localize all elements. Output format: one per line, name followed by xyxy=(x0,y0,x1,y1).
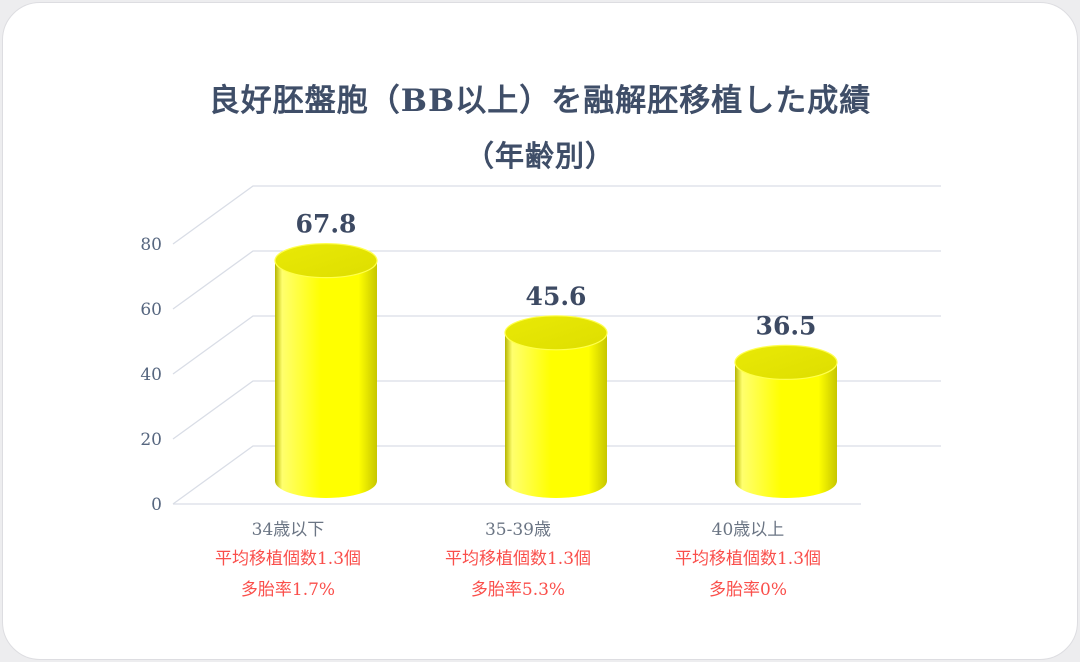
bar-value-label: 45.6 xyxy=(526,282,587,311)
annotation-multiple-rate: 多胎率1.7% xyxy=(241,580,335,600)
bar-cylinder xyxy=(734,344,838,498)
cylinder-top-cap xyxy=(274,243,378,279)
annotation-multiple-rate: 多胎率0% xyxy=(709,580,787,600)
cylinder-top-cap xyxy=(734,344,838,380)
cylinder-side xyxy=(275,260,377,481)
gridline xyxy=(172,445,941,505)
chart-title: 良好胚盤胞（BB以上）を融解胚移植した成績 xyxy=(208,83,872,119)
gridline xyxy=(172,315,941,375)
annotation-avg-transfer: 平均移植個数1.3個 xyxy=(445,549,591,569)
category-label: 35-39歳 xyxy=(485,520,551,540)
cylinder-bar-chart: 02040608067.834歳以下平均移植個数1.3個多胎率1.7%45.63… xyxy=(140,185,941,600)
annotation-avg-transfer: 平均移植個数1.3個 xyxy=(215,549,361,569)
bar-value-label: 36.5 xyxy=(756,311,817,340)
y-tick-label: 40 xyxy=(140,365,162,385)
y-tick-label: 60 xyxy=(140,300,162,320)
y-tick-label: 20 xyxy=(140,430,162,450)
y-tick-label: 80 xyxy=(140,235,162,255)
chart-subtitle: （年齢別） xyxy=(464,139,615,173)
cylinder-side xyxy=(735,362,837,481)
annotation-avg-transfer: 平均移植個数1.3個 xyxy=(675,549,821,569)
bar-cylinder xyxy=(274,243,378,498)
cylinder-side xyxy=(505,332,607,481)
bar-layer xyxy=(274,243,838,498)
bar-value-label: 67.8 xyxy=(296,210,357,239)
gridline xyxy=(172,250,941,310)
bar-cylinder xyxy=(504,315,608,498)
category-label: 34歳以下 xyxy=(252,520,325,540)
gridline-layer xyxy=(172,185,941,505)
category-label: 40歳以上 xyxy=(712,520,785,540)
label-layer: 02040608067.834歳以下平均移植個数1.3個多胎率1.7%45.63… xyxy=(140,210,821,600)
cylinder-top-cap xyxy=(504,315,608,351)
y-tick-label: 0 xyxy=(151,495,162,515)
gridline xyxy=(172,185,941,245)
annotation-multiple-rate: 多胎率5.3% xyxy=(471,580,565,600)
gridline xyxy=(172,380,941,440)
